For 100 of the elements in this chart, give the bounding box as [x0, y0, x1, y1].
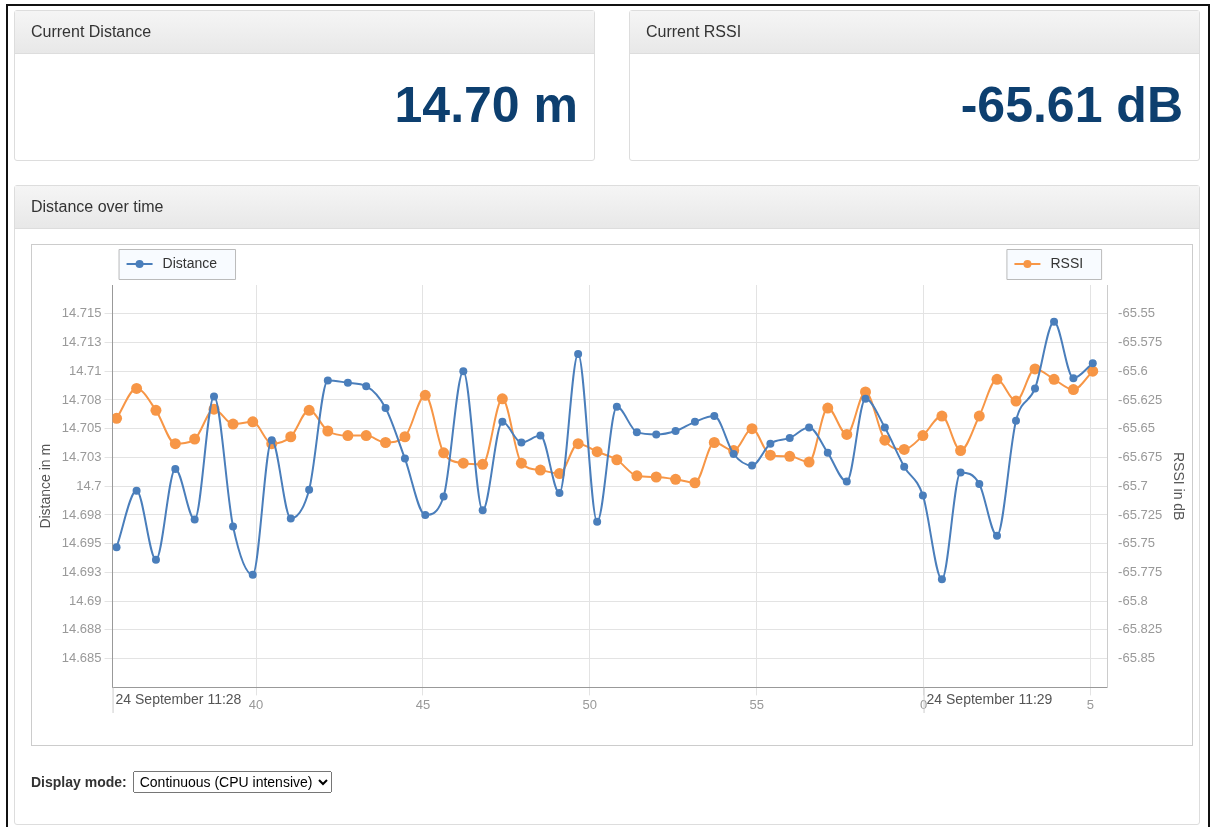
point — [670, 473, 682, 485]
point — [362, 382, 371, 391]
point — [746, 423, 758, 435]
point — [477, 458, 489, 470]
y2-tick-label: -65.75 — [1118, 535, 1155, 551]
y2-tick-label: -65.55 — [1118, 305, 1155, 321]
y2-tick-label: -65.7 — [1118, 477, 1148, 493]
point — [189, 433, 201, 445]
point — [803, 456, 815, 468]
point — [342, 430, 354, 442]
point — [498, 417, 507, 426]
point — [956, 468, 965, 477]
point — [131, 382, 143, 394]
point — [400, 454, 409, 463]
point — [536, 431, 545, 440]
point — [689, 477, 701, 489]
point — [652, 430, 661, 439]
y2-tick-label: -65.575 — [1118, 334, 1163, 350]
point — [898, 443, 910, 455]
point — [708, 437, 720, 449]
point — [555, 489, 564, 498]
x-tick-label: 50 — [582, 696, 598, 712]
y-tick-label: 14.695 — [61, 535, 102, 551]
point — [955, 445, 967, 457]
point — [132, 486, 141, 495]
point — [574, 349, 583, 358]
y2-tick-label: -65.825 — [1118, 621, 1163, 637]
point — [286, 514, 295, 523]
point — [227, 418, 239, 430]
point — [591, 446, 603, 458]
y-axis-title: Distance in m — [37, 443, 54, 529]
point — [438, 447, 450, 459]
point — [457, 457, 469, 469]
point — [729, 450, 738, 459]
point — [421, 510, 430, 519]
chart-title: Distance over time — [15, 186, 1199, 229]
point — [766, 439, 775, 448]
text: Display mode: — [31, 774, 127, 790]
text: Current Distance — [15, 11, 594, 54]
point — [900, 462, 909, 471]
y-tick-label: 14.688 — [61, 621, 102, 637]
point — [343, 378, 352, 387]
point — [303, 404, 315, 416]
y2-tick-label: -65.775 — [1118, 564, 1163, 580]
point — [439, 492, 448, 501]
point — [517, 438, 526, 447]
y2-axis-title: RSSI in dB — [1170, 451, 1187, 521]
point — [611, 454, 623, 466]
x-tick-label: 55 — [749, 696, 764, 712]
legend-label: RSSI — [1050, 254, 1084, 271]
point — [936, 410, 948, 422]
y-tick-label: 14.69 — [69, 592, 102, 608]
point — [631, 470, 643, 482]
text: Continuous (CPU intensive) — [132, 771, 332, 793]
point — [151, 555, 160, 564]
point — [842, 477, 851, 486]
point — [496, 393, 508, 405]
point — [805, 423, 814, 432]
point — [323, 376, 332, 385]
y2-tick-label: -65.6 — [1118, 362, 1148, 378]
y2-tick-label: -65.65 — [1118, 420, 1155, 436]
point — [459, 367, 468, 376]
point — [650, 471, 662, 483]
point — [764, 449, 776, 461]
point — [247, 416, 259, 428]
point — [784, 450, 796, 462]
point — [841, 428, 853, 440]
y-tick-label: 14.698 — [61, 506, 102, 522]
point — [305, 485, 314, 494]
point — [419, 389, 431, 401]
y-tick-label: 14.7 — [76, 477, 102, 493]
point — [690, 417, 699, 426]
point — [632, 428, 641, 437]
y2-tick-label: -65.625 — [1118, 391, 1163, 407]
legend-label: Distance — [162, 254, 218, 271]
point — [381, 404, 390, 413]
y2-tick-label: -65.8 — [1118, 592, 1148, 608]
point — [534, 464, 546, 476]
y-tick-label: 14.703 — [61, 449, 102, 465]
point — [171, 464, 180, 473]
point — [380, 437, 392, 449]
text: 24 September 11:28 — [115, 690, 242, 707]
x-tick-label: 0 — [919, 696, 928, 712]
point — [229, 522, 238, 531]
x-tick-label: 40 — [248, 696, 264, 712]
text: 24 September 11:29 — [926, 690, 1053, 707]
point — [748, 461, 757, 470]
y-tick-label: 14.705 — [61, 420, 102, 436]
y-tick-label: 14.71 — [69, 362, 102, 378]
point — [112, 412, 123, 424]
y-tick-label: 14.715 — [61, 305, 102, 321]
point — [880, 423, 889, 432]
y-tick-label: 14.708 — [61, 391, 102, 407]
point — [190, 515, 199, 524]
point — [285, 431, 297, 443]
point — [917, 430, 929, 442]
x-tick-label: 5 — [1086, 696, 1095, 712]
point — [267, 436, 276, 445]
point — [150, 404, 162, 416]
point — [937, 575, 946, 584]
